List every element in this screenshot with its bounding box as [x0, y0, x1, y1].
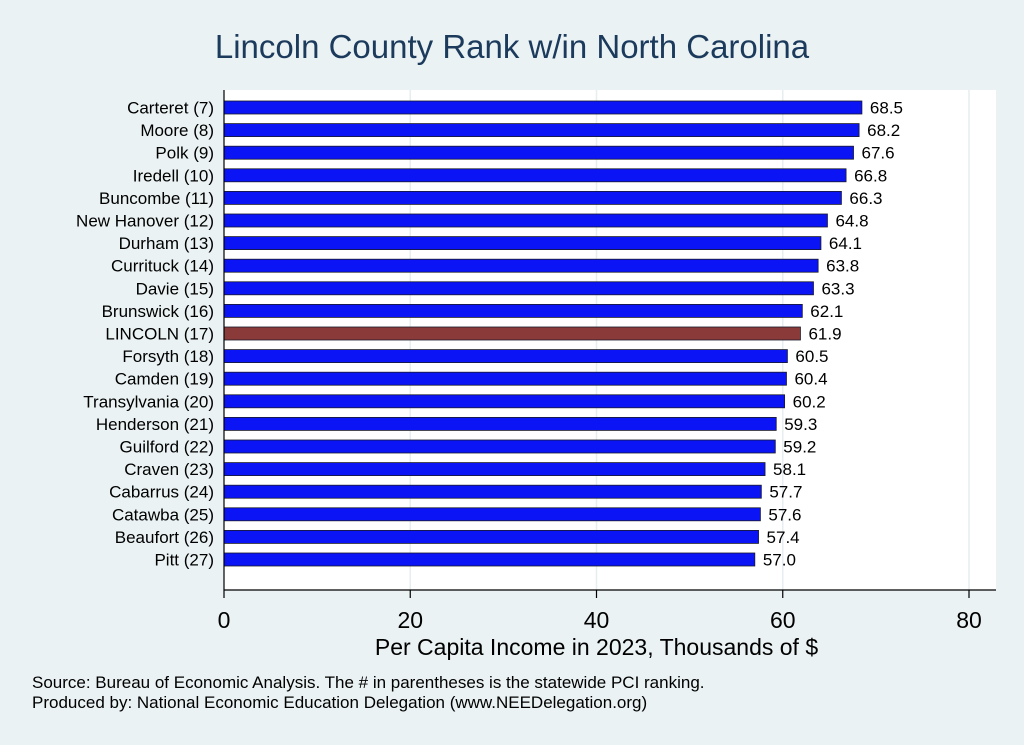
bar [223, 303, 803, 318]
value-label: 62.1 [810, 302, 843, 321]
produced-by-note: Produced by: National Economic Education… [32, 693, 648, 712]
category-label: Carteret (7) [127, 99, 214, 118]
value-label: 57.7 [769, 483, 802, 502]
x-tick-label: 20 [397, 607, 423, 633]
bar [223, 145, 854, 160]
category-label: Brunswick (16) [102, 302, 214, 321]
bar [223, 236, 822, 251]
value-label: 57.6 [768, 505, 801, 524]
value-label: 64.1 [829, 234, 862, 253]
category-label: Iredell (10) [133, 166, 214, 185]
value-label: 67.6 [862, 144, 895, 163]
value-label: 64.8 [835, 212, 868, 231]
x-axis-label: Per Capita Income in 2023, Thousands of … [374, 634, 819, 660]
value-label: 57.4 [767, 528, 800, 547]
bar [223, 100, 863, 115]
category-label: Catawba (25) [112, 505, 214, 524]
bar [223, 394, 786, 409]
bar [223, 530, 759, 544]
category-label: Beaufort (26) [115, 528, 214, 547]
bar [223, 168, 847, 183]
value-label: 60.5 [795, 347, 828, 366]
category-label: Durham (13) [119, 234, 214, 253]
category-label: Craven (23) [124, 460, 214, 479]
value-label: 63.8 [826, 257, 859, 276]
value-label: 68.5 [870, 99, 903, 118]
bar [223, 462, 766, 477]
category-label: Guilford (22) [120, 438, 214, 457]
bar [223, 213, 828, 228]
bar [223, 190, 842, 205]
x-axis: 0 20 40 60 80 [218, 90, 996, 633]
bar-highlight [223, 326, 801, 341]
bars: Carteret (7) 68.5 Moore (8) 68.2 Polk (9) 67.… [76, 99, 903, 570]
source-note: Source: Bureau of Economic Analysis. The… [32, 673, 705, 692]
value-label: 68.2 [867, 121, 900, 140]
x-tick-label: 80 [956, 607, 982, 633]
category-label: Moore (8) [140, 121, 214, 140]
bar [223, 416, 777, 431]
category-label: Camden (19) [115, 370, 214, 389]
value-label: 60.2 [793, 392, 826, 411]
category-label: Buncombe (11) [99, 189, 214, 208]
category-label: Pitt (27) [154, 551, 214, 570]
bar [223, 439, 776, 454]
category-label: Henderson (21) [96, 415, 214, 434]
x-tick-label: 40 [584, 607, 610, 633]
x-tick-label: 0 [218, 607, 231, 633]
category-label: Currituck (14) [111, 257, 214, 276]
value-label: 59.3 [784, 415, 817, 434]
bar [223, 349, 788, 364]
category-label: Cabarrus (24) [109, 483, 214, 502]
bar [223, 484, 762, 499]
category-label: Forsyth (18) [122, 347, 214, 366]
x-tick-label: 60 [770, 607, 796, 633]
category-label: New Hanover (12) [76, 212, 214, 231]
category-label: LINCOLN (17) [105, 325, 214, 344]
chart-title: Lincoln County Rank w/in North Carolina [214, 28, 810, 65]
value-label: 66.8 [854, 166, 887, 185]
value-label: 58.1 [773, 460, 806, 479]
value-label: 57.0 [763, 551, 796, 570]
value-label: 61.9 [808, 325, 841, 344]
category-label: Polk (9) [155, 144, 214, 163]
bar [223, 258, 819, 273]
bar [223, 371, 787, 386]
category-label: Transylvania (20) [83, 392, 214, 411]
value-label: 63.3 [821, 279, 854, 298]
bar [223, 507, 761, 522]
bar [223, 281, 814, 296]
value-label: 66.3 [849, 189, 882, 208]
bar [223, 123, 860, 137]
value-label: 59.2 [783, 438, 816, 457]
category-label: Davie (15) [136, 279, 214, 298]
bar [223, 552, 756, 567]
value-label: 60.4 [794, 370, 827, 389]
